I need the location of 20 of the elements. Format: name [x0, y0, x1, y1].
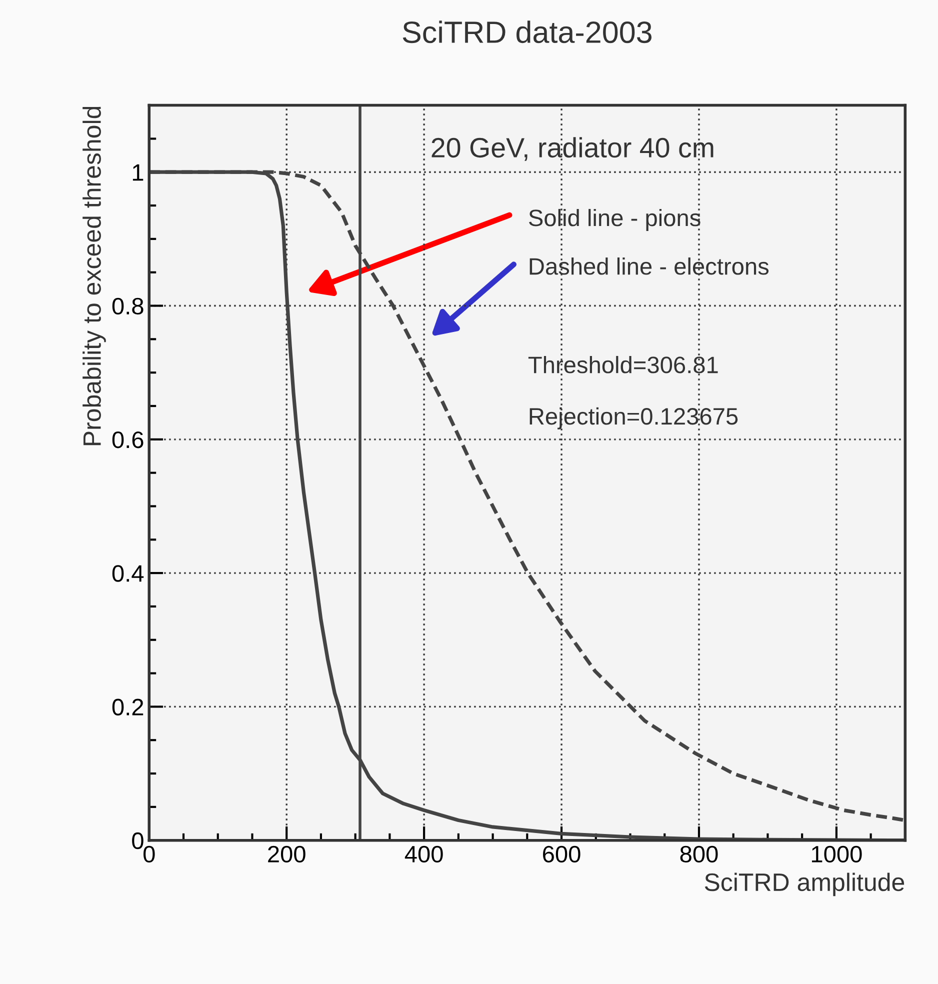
- annotation: 20 GeV, radiator 40 cm: [432, 137, 714, 161]
- x-tick-label: 600: [543, 846, 580, 863]
- x-axis-title: SciTRD amplitude: [704, 872, 904, 896]
- y-tick-label: 0.4: [112, 565, 144, 582]
- y-tick-label: 0.2: [112, 698, 144, 716]
- annotation: Solid line - pions: [528, 208, 700, 231]
- annotation: Threshold=306.81: [528, 356, 718, 374]
- x-tick-label: 0: [144, 846, 155, 863]
- chart-title: SciTRD data-2003: [402, 20, 652, 44]
- annotation: Rejection=0.123675: [530, 407, 738, 430]
- y-tick-label: 0.6: [112, 431, 144, 448]
- y-tick-label: 1: [132, 164, 144, 181]
- x-tick-label: 200: [268, 846, 306, 863]
- annotation: Dashed line - electrons: [530, 257, 769, 275]
- x-tick-label: 400: [404, 846, 443, 863]
- y-tick-label: 0.8: [112, 298, 144, 315]
- y-axis-title: Probability to exceed threshold: [82, 106, 106, 446]
- y-tick-label: 0: [132, 832, 144, 850]
- x-tick-label: 800: [680, 846, 718, 863]
- x-tick-label: 1000: [812, 846, 862, 863]
